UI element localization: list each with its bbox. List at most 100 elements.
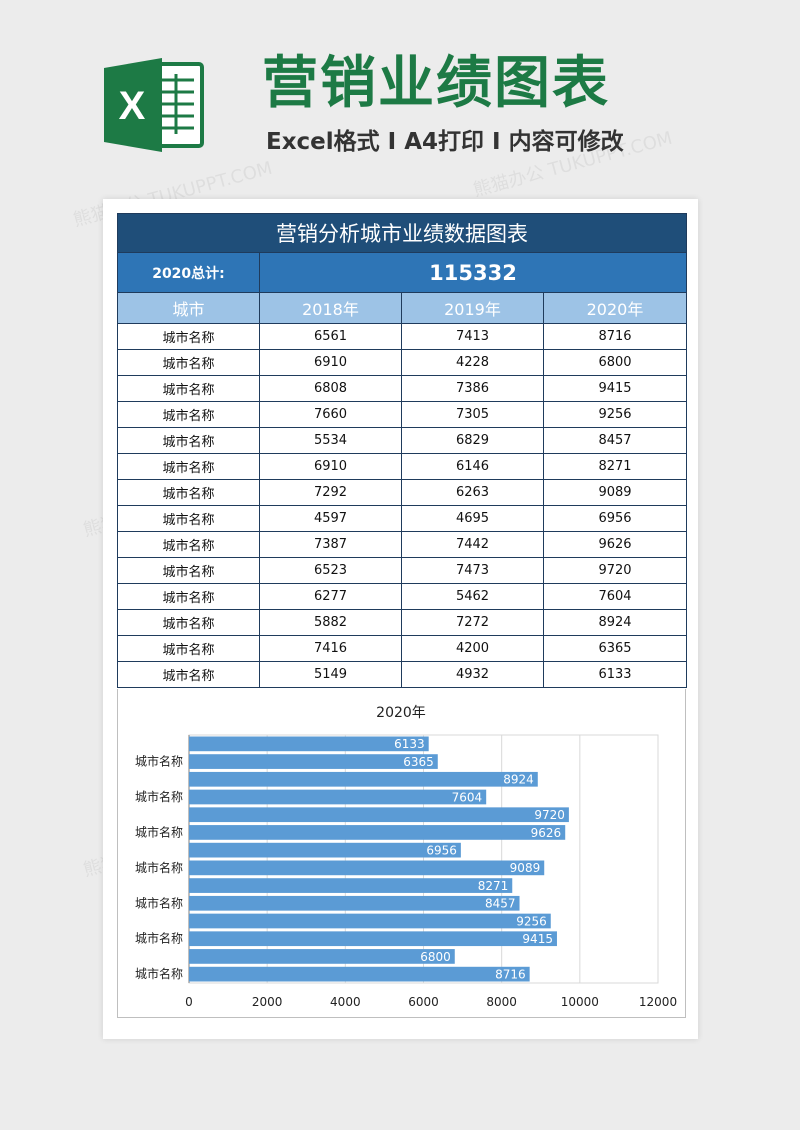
bar [189, 825, 566, 840]
city-cell: 城市名称 [117, 635, 260, 662]
value-cell: 7604 [543, 583, 687, 610]
value-cell: 6910 [259, 453, 402, 480]
x-tick-label: 6000 [408, 995, 439, 1009]
value-cell: 8457 [543, 427, 687, 454]
value-cell: 5149 [259, 661, 402, 688]
value-cell: 6146 [401, 453, 544, 480]
bar [189, 860, 545, 876]
value-cell: 6561 [259, 323, 402, 350]
table-row: 城市名称 6910 6146 8271 [117, 453, 687, 480]
value-cell: 7660 [259, 401, 402, 428]
value-cell: 7272 [401, 609, 544, 636]
column-header-city: 城市 [117, 292, 260, 324]
value-cell: 9256 [543, 401, 687, 428]
city-cell: 城市名称 [117, 583, 260, 610]
bar-data-label: 8924 [503, 773, 534, 787]
city-cell: 城市名称 [117, 427, 260, 454]
logo-letter: X [119, 84, 146, 128]
value-cell: 4228 [401, 349, 544, 376]
table-row: 城市名称 6561 7413 8716 [117, 323, 687, 350]
value-cell: 6523 [259, 557, 402, 584]
bar-data-label: 9415 [522, 932, 553, 946]
city-cell: 城市名称 [117, 661, 260, 688]
value-cell: 7387 [259, 531, 402, 558]
value-cell: 6133 [543, 661, 687, 688]
y-category-label: 城市名称 [135, 789, 183, 804]
value-cell: 6956 [543, 505, 687, 532]
y-category-label: 城市名称 [135, 895, 183, 910]
value-cell: 4597 [259, 505, 402, 532]
page-title: 营销业绩图表 [262, 51, 610, 116]
bar [189, 842, 461, 858]
value-cell: 7473 [401, 557, 544, 584]
y-category-label: 城市名称 [135, 860, 183, 875]
table-row: 城市名称 6523 7473 9720 [117, 557, 687, 584]
column-header-2018: 2018年 [259, 292, 402, 324]
bar-data-label: 7604 [452, 790, 483, 804]
city-cell: 城市名称 [117, 609, 260, 636]
value-cell: 8924 [543, 609, 687, 636]
value-cell: 8716 [543, 323, 687, 350]
x-tick-label: 4000 [330, 995, 361, 1009]
city-cell: 城市名称 [117, 401, 260, 428]
table-row: 城市名称 6910 4228 6800 [117, 349, 687, 376]
value-cell: 5882 [259, 609, 402, 636]
bar [189, 913, 551, 929]
x-tick-label: 12000 [639, 995, 677, 1009]
city-cell: 城市名称 [117, 453, 260, 480]
value-cell: 6263 [401, 479, 544, 506]
value-cell: 5534 [259, 427, 402, 454]
bar [189, 895, 520, 911]
value-cell: 6910 [259, 349, 402, 376]
value-cell: 4932 [401, 661, 544, 688]
bar-data-label: 6800 [420, 950, 451, 964]
chart-title: 2020年 [376, 705, 426, 721]
value-cell: 7416 [259, 635, 402, 662]
value-cell: 8271 [543, 453, 687, 480]
y-category-label: 城市名称 [135, 754, 183, 769]
value-cell: 6800 [543, 349, 687, 376]
table-row: 城市名称 7416 4200 6365 [117, 635, 687, 662]
table-row: 城市名称 5882 7272 8924 [117, 609, 687, 636]
value-cell: 6365 [543, 635, 687, 662]
value-cell: 6829 [401, 427, 544, 454]
excel-logo-icon: X [104, 58, 204, 152]
bar-data-label: 6956 [426, 844, 457, 858]
data-table: 营销分析城市业绩数据图表 2020总计: 115332 城市 2018年 201… [117, 213, 687, 688]
value-cell: 7413 [401, 323, 544, 350]
y-category-label: 城市名称 [135, 966, 183, 981]
value-cell: 5462 [401, 583, 544, 610]
bar [189, 736, 429, 752]
y-category-label: 城市名称 [135, 931, 183, 946]
city-cell: 城市名称 [117, 531, 260, 558]
bar [189, 949, 455, 964]
value-cell: 4695 [401, 505, 544, 532]
value-cell: 9720 [543, 557, 687, 584]
value-cell: 7305 [401, 401, 544, 428]
y-category-label: 城市名称 [135, 824, 183, 839]
x-tick-label: 0 [185, 995, 193, 1009]
bar-data-label: 9720 [534, 808, 565, 822]
table-title: 营销分析城市业绩数据图表 [117, 213, 687, 253]
bar [189, 789, 487, 805]
city-cell: 城市名称 [117, 479, 260, 506]
value-cell: 6277 [259, 583, 402, 610]
column-header-2020: 2020年 [543, 292, 687, 324]
bar-data-label: 9256 [516, 914, 547, 928]
bar-chart: 2020年 0 2000 4000 6000 8000 10000 12000 6133 6365… [117, 689, 686, 1018]
value-cell: 4200 [401, 635, 544, 662]
bar [189, 878, 513, 893]
bar [189, 966, 530, 982]
city-cell: 城市名称 [117, 375, 260, 402]
total-value: 115332 [259, 252, 687, 293]
total-label: 2020总计: [117, 252, 260, 293]
table-row: 城市名称 5534 6829 8457 [117, 427, 687, 454]
value-cell: 9415 [543, 375, 687, 402]
table-row: 城市名称 6277 5462 7604 [117, 583, 687, 610]
city-cell: 城市名称 [117, 323, 260, 350]
bar [189, 771, 538, 787]
chart-svg: 2020年 0 2000 4000 6000 8000 10000 12000 6133 6365… [135, 705, 677, 1009]
table-row: 城市名称 5149 4932 6133 [117, 661, 687, 688]
value-cell: 6808 [259, 375, 402, 402]
bar-data-label: 6365 [403, 755, 434, 769]
